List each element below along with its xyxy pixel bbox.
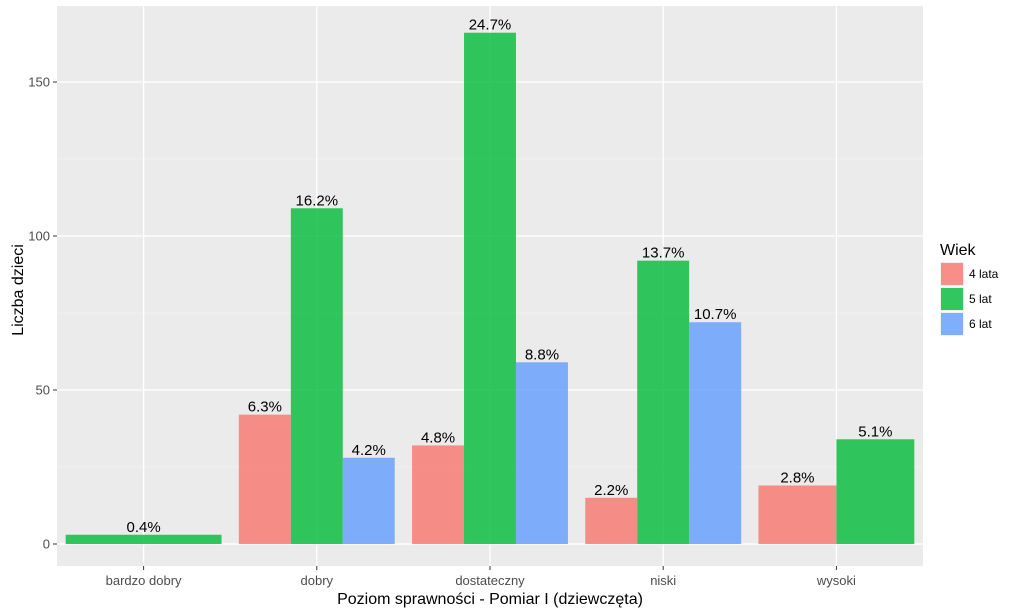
legend-key: [941, 313, 963, 335]
bar: [758, 485, 837, 544]
y-axis: 0 50 100 150: [28, 75, 57, 552]
x-tick-label: bardzo dobry: [106, 573, 182, 588]
x-axis: bardzo dobry dobry dostateczny niski wysoki: [106, 566, 856, 588]
bar: [238, 414, 291, 544]
bar-value-label: 2.2%: [594, 482, 628, 499]
bar-value-label: 4.2%: [352, 442, 386, 459]
x-tick-label: dostateczny: [455, 573, 525, 588]
bar: [515, 362, 568, 544]
bar-value-label: 5.1%: [858, 423, 892, 440]
bar: [836, 439, 915, 544]
y-tick-label: 0: [43, 537, 50, 552]
bar-value-label: 0.4%: [126, 519, 160, 536]
bar-value-label: 13.7%: [642, 245, 685, 262]
bar-value-label: 16.2%: [296, 192, 339, 209]
bar: [464, 32, 516, 544]
legend-key: [941, 263, 963, 285]
bar-value-label: 24.7%: [469, 17, 512, 34]
legend-label: 6 lat: [969, 317, 992, 331]
legend-title: Wiek: [940, 242, 977, 259]
bar-value-label: 2.8%: [780, 469, 814, 486]
bar-value-label: 10.7%: [694, 306, 737, 323]
x-tick-label: niski: [650, 573, 676, 588]
bar-value-label: 6.3%: [248, 399, 282, 416]
bar: [412, 445, 465, 544]
x-tick-label: wysoki: [816, 573, 856, 588]
bar-value-label: 4.8%: [421, 429, 455, 446]
legend-key: [941, 288, 963, 310]
bar: [637, 260, 690, 544]
x-tick-label: dobry: [301, 573, 334, 588]
y-tick-label: 50: [36, 383, 50, 398]
bar: [689, 322, 742, 544]
bar: [290, 208, 343, 544]
bars: [65, 32, 915, 544]
legend-label: 5 lat: [969, 292, 992, 306]
y-tick-label: 100: [28, 229, 50, 244]
y-tick-label: 150: [28, 75, 50, 90]
bar-labels: 0.4% 6.3% 16.2% 4.2% 4.8% 24.7% 8.8% 2.2% 13.7% 1…: [126, 17, 892, 536]
bar: [342, 457, 395, 544]
legend: Wiek 4 lata 5 lat 6 lat: [940, 242, 999, 336]
legend-label: 4 lata: [969, 267, 999, 281]
x-axis-title: Poziom sprawności - Pomiar I (dziewczęta…: [337, 591, 643, 608]
bar-value-label: 8.8%: [525, 346, 559, 363]
bar: [65, 534, 222, 544]
bar: [585, 497, 638, 544]
y-axis-title: Liczba dzieci: [10, 244, 27, 336]
